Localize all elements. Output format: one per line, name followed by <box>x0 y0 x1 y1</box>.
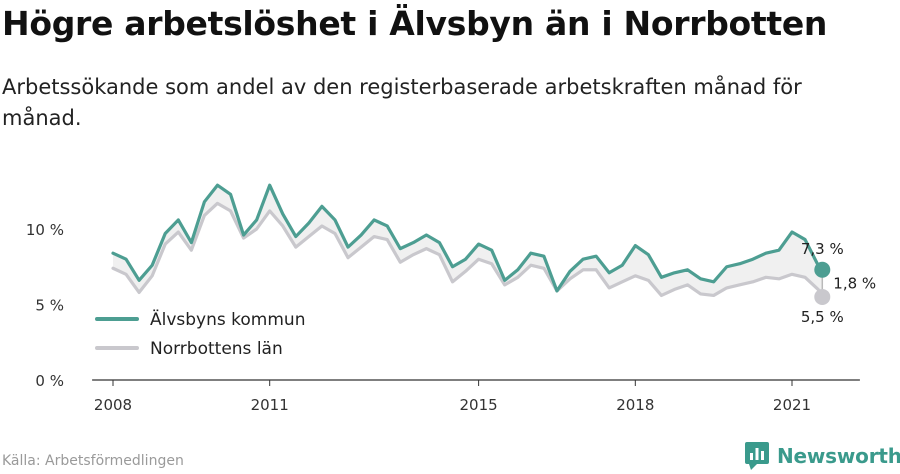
x-tick-label: 2015 <box>460 396 498 414</box>
gap-area <box>113 185 823 297</box>
axes: 2008 2011 2015 2018 2021 0 % 5 % 10 % <box>26 221 860 414</box>
end-label-norrbotten: 5,5 % <box>801 308 844 326</box>
series-line-norrbotten <box>111 201 824 299</box>
end-markers: 7,3 % 5,5 % 1,8 % <box>801 240 876 326</box>
end-point-norrbotten <box>814 288 831 305</box>
end-label-alvsbyn: 7,3 % <box>801 240 844 258</box>
series-lines <box>111 183 824 299</box>
x-tick-label: 2008 <box>94 396 132 414</box>
series-line-alvsbyn <box>111 183 824 293</box>
gap-area-layer <box>113 185 823 297</box>
y-tick-label: 0 % <box>35 372 64 390</box>
end-point-alvsbyn <box>814 261 831 278</box>
source-note: Källa: Arbetsförmedlingen <box>2 453 184 469</box>
brand-logo[interactable]: Newsworthy <box>745 442 900 470</box>
legend-background <box>90 305 322 367</box>
newsworthy-logo-icon <box>745 442 769 470</box>
legend-label-alvsbyn: Älvsbyns kommun <box>150 309 305 330</box>
x-tick-label: 2018 <box>616 396 654 414</box>
y-tick-label: 10 % <box>26 221 64 239</box>
x-tick-label: 2011 <box>251 396 289 414</box>
chart-subtitle: Arbetssökande som andel av den registerb… <box>2 75 802 130</box>
page-title: Högre arbetslöshet i Älvsbyn än i Norrbo… <box>2 4 828 43</box>
legend: Älvsbyns kommun Norrbottens län <box>90 305 322 367</box>
brand-name: Newsworthy <box>777 444 900 468</box>
y-tick-label: 5 % <box>35 297 64 315</box>
legend-label-norrbotten: Norrbottens län <box>150 339 283 359</box>
difference-label: 1,8 % <box>833 274 876 292</box>
x-tick-label: 2021 <box>773 396 811 414</box>
